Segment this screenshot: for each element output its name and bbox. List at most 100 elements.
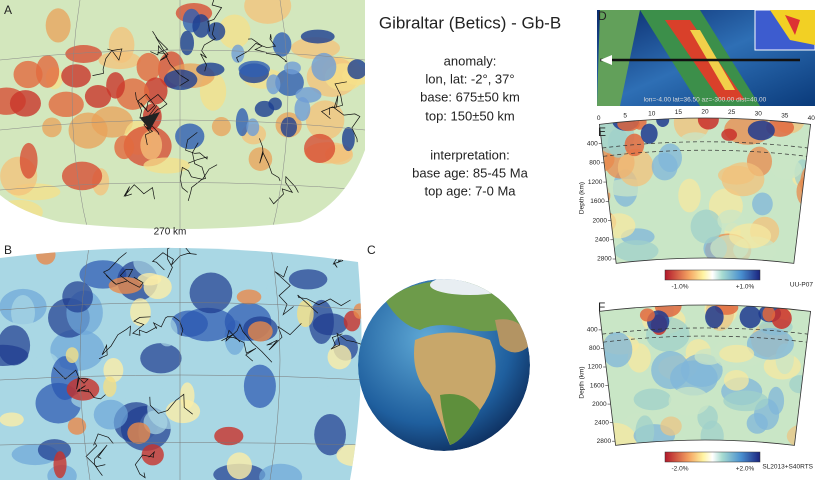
anomaly-blob — [179, 382, 195, 410]
coastline — [221, 334, 257, 362]
depth-tick-label: 2800 — [597, 438, 612, 445]
anomaly-blob — [231, 44, 245, 63]
anomaly-blob — [729, 223, 772, 249]
coastline — [103, 252, 128, 285]
anomaly-blob — [66, 377, 100, 401]
location-arrow — [140, 112, 160, 130]
heading: interpretation: — [430, 147, 510, 162]
anomaly-blob — [341, 126, 355, 152]
anomaly-blob — [13, 60, 43, 89]
anomaly-blob — [65, 347, 79, 364]
panel-label: C — [367, 243, 376, 257]
anomaly-blob — [35, 55, 60, 88]
anomaly-blob — [61, 161, 103, 191]
anomaly-blob — [236, 289, 262, 305]
info-line: base: 675±50 km — [420, 89, 520, 104]
info-line: top age: 7-0 Ma — [424, 183, 516, 198]
anomaly-blob — [614, 240, 659, 262]
anomaly-blob — [697, 118, 719, 130]
title: Gibraltar (Betics) - Gb-B — [379, 13, 561, 32]
distance-tick-label: 25 — [728, 109, 736, 116]
heading: anomaly: — [444, 53, 497, 68]
anomaly-blob — [300, 29, 335, 44]
colorbar-label: -1.0% — [672, 284, 689, 291]
coastline — [187, 142, 206, 201]
land — [440, 394, 480, 445]
depth-tick-label: 800 — [589, 345, 600, 352]
anomaly-blob — [68, 112, 108, 149]
coastline — [92, 48, 123, 76]
anomaly-blob — [309, 385, 358, 421]
anomaly-blob — [272, 32, 292, 57]
panel-label: F — [598, 300, 605, 314]
coastline — [143, 120, 160, 146]
distance-tick-label: 35 — [781, 112, 789, 119]
anomaly-blob — [752, 192, 773, 216]
panel-label: B — [4, 243, 12, 257]
coastline — [151, 252, 197, 271]
anomaly-blob — [211, 117, 231, 137]
info-line: base age: 85-45 Ma — [412, 165, 528, 180]
panel-label: A — [4, 3, 12, 17]
depth-tick-label: 1600 — [590, 198, 605, 205]
coastline — [149, 393, 193, 415]
depth-tick-label: 2400 — [594, 419, 609, 426]
coastline — [274, 265, 294, 316]
land — [597, 10, 640, 106]
anomaly-blob — [244, 0, 292, 24]
anomaly-blob — [133, 247, 188, 280]
inset-land — [785, 15, 800, 35]
anomaly-blob — [656, 118, 670, 127]
anomaly-blob — [353, 303, 362, 319]
anomaly-blob — [294, 97, 311, 122]
coastline — [199, 0, 223, 32]
anomaly-blob — [297, 300, 314, 328]
section-field — [599, 118, 811, 264]
coastline — [329, 81, 347, 115]
discontinuity — [603, 335, 807, 343]
anomaly-blob — [275, 69, 304, 96]
anomaly-blob — [93, 399, 128, 430]
depth-tick-label: 400 — [587, 140, 598, 147]
depth-tick-label: 1200 — [588, 179, 603, 186]
anomaly-blob — [67, 417, 87, 435]
anomaly-blob — [640, 123, 658, 144]
coastline — [320, 106, 361, 143]
colorbar — [664, 451, 761, 463]
anomaly-blob — [45, 8, 71, 43]
info-line: lon, lat: -2°, 37° — [425, 71, 514, 86]
anomaly-blob — [53, 451, 67, 479]
coastline — [94, 444, 108, 476]
section-arrow — [600, 55, 612, 65]
anomaly-blob — [635, 415, 655, 446]
section-field — [599, 304, 811, 446]
coastline — [179, 164, 218, 193]
depth-tick-label: 800 — [589, 160, 600, 167]
coastline — [98, 325, 131, 360]
info-line: top: 150±50 km — [425, 108, 515, 123]
cross-section-f: 400 800 1200 1600 2000 2400 2800 Depth (km) -2.0… — [579, 304, 814, 473]
distance-tick-label: 10 — [648, 110, 656, 117]
depth-tick-label: 2000 — [592, 401, 607, 408]
anomaly-blob — [9, 90, 41, 117]
section-caption: lon=-4.00 lat=36.50 az=-300.00 dist=40.0… — [644, 97, 767, 104]
anomaly-blob — [136, 52, 161, 82]
colorbar-label: -2.0% — [672, 466, 689, 473]
anomaly-blob — [721, 162, 765, 197]
anomaly-blob — [280, 117, 297, 138]
anomaly-blob — [719, 344, 755, 363]
anomaly-blob — [746, 328, 794, 360]
anomaly-blob — [127, 422, 151, 444]
colorbar — [664, 269, 761, 281]
anomaly-blob — [114, 135, 135, 160]
map-a — [0, 0, 365, 229]
coastline — [134, 450, 155, 479]
anomaly-blob — [799, 229, 811, 249]
coastline — [135, 92, 168, 118]
anomaly-blob — [259, 463, 303, 480]
anomaly-blob — [690, 209, 722, 244]
anomaly-blob — [651, 351, 690, 390]
anomaly-blob — [723, 390, 769, 412]
ice — [430, 279, 510, 295]
anomaly-blob — [617, 118, 640, 132]
